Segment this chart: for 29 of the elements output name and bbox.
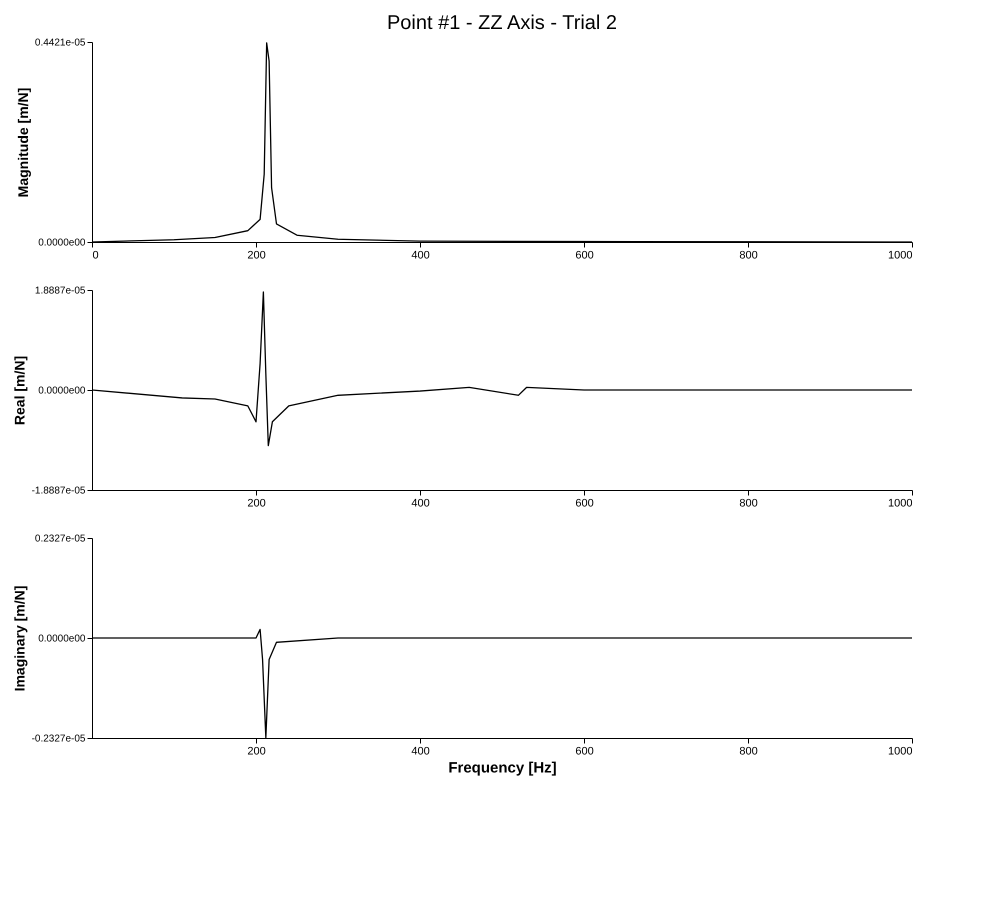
x-axis-title: Frequency [Hz] — [448, 760, 557, 776]
y-tick-label: -0.2327e-05 — [32, 734, 86, 744]
x-tick-label: 400 — [411, 746, 430, 758]
x-tick-label: 600 — [575, 250, 594, 262]
y-tick-label: 0.4421e-05 — [34, 38, 86, 48]
y-tick-label: -1.8887e-05 — [32, 486, 86, 496]
x-tick-label: 400 — [411, 498, 430, 510]
y-axis-title: Magnitude [m/N] — [14, 88, 31, 198]
x-tick-label: 200 — [247, 498, 266, 510]
x-tick-label: 1000 — [888, 746, 912, 758]
x-tick-label: 0 — [92, 250, 99, 262]
x-tick-label: 1000 — [888, 250, 912, 262]
x-tick-label: 1000 — [888, 498, 912, 510]
y-tick-label: 1.8887e-05 — [34, 286, 86, 296]
x-tick-label: 200 — [247, 746, 266, 758]
y-tick-label: 0.0000e00 — [38, 238, 86, 248]
x-tick-label: 200 — [247, 250, 266, 262]
x-tick-label: 600 — [575, 498, 594, 510]
x-tick-label: 800 — [739, 746, 758, 758]
x-tick-label: 600 — [575, 746, 594, 758]
x-tick-label: 800 — [739, 250, 758, 262]
y-tick-label: 0.2327e-05 — [34, 534, 86, 544]
chart-title: Point #1 - ZZ Axis - Trial 2 — [386, 12, 618, 34]
y-axis-title: Real [m/N] — [12, 356, 28, 426]
y-tick-label: 0.0000e00 — [38, 386, 86, 396]
y-axis-title: Imaginary [m/N] — [12, 586, 28, 692]
x-tick-label: 800 — [739, 498, 758, 510]
y-tick-label: 0.0000e00 — [38, 634, 86, 644]
x-tick-label: 400 — [411, 250, 430, 262]
